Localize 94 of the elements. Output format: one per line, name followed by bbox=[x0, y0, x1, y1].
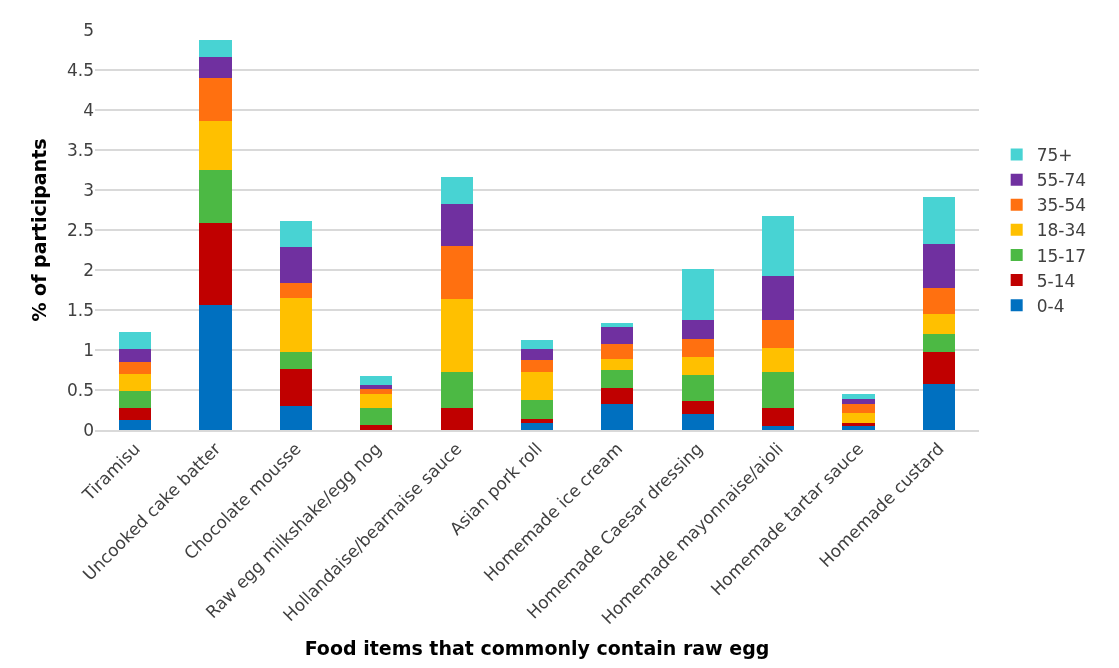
bar bbox=[762, 348, 795, 373]
bar bbox=[762, 426, 795, 430]
y-tick-label: 1.5 bbox=[66, 299, 94, 320]
x-axis-title: Food items that commonly contain raw egg bbox=[304, 637, 770, 660]
legend-label: 75+ bbox=[1036, 145, 1073, 166]
bar bbox=[681, 320, 714, 339]
bar bbox=[520, 340, 554, 350]
y-tick-label: 2 bbox=[83, 259, 94, 280]
bar bbox=[842, 413, 875, 423]
bar bbox=[440, 407, 473, 430]
bar bbox=[601, 343, 634, 359]
bar bbox=[119, 408, 152, 421]
bar bbox=[520, 360, 554, 373]
bar bbox=[279, 406, 312, 430]
bar bbox=[681, 401, 714, 414]
bar bbox=[520, 399, 554, 419]
y-axis-title: % of participants bbox=[27, 138, 50, 322]
bar bbox=[279, 369, 312, 406]
bar bbox=[119, 331, 152, 350]
bar bbox=[279, 351, 312, 370]
y-tick-label: 4 bbox=[83, 99, 94, 120]
bar bbox=[199, 222, 232, 306]
bar bbox=[440, 371, 473, 408]
bar bbox=[762, 319, 795, 349]
bar bbox=[601, 370, 634, 388]
bar bbox=[922, 383, 955, 430]
bar bbox=[199, 305, 232, 430]
bar bbox=[681, 269, 714, 321]
bar bbox=[601, 326, 634, 344]
bar bbox=[199, 57, 232, 78]
bar bbox=[681, 374, 714, 402]
bar bbox=[520, 349, 554, 361]
y-tick-label: 3.5 bbox=[66, 139, 94, 160]
bar bbox=[520, 372, 554, 400]
bar bbox=[279, 282, 312, 298]
legend-label: 35-54 bbox=[1036, 195, 1087, 216]
bar bbox=[842, 398, 875, 405]
bar bbox=[922, 288, 955, 314]
bar bbox=[119, 420, 152, 430]
legend-label: 15-17 bbox=[1036, 245, 1087, 266]
legend-label: 5-14 bbox=[1036, 270, 1076, 291]
bar bbox=[601, 358, 634, 370]
y-tick-label: 2.5 bbox=[66, 219, 94, 240]
bar bbox=[520, 422, 554, 430]
bar bbox=[842, 394, 875, 399]
legend-label: 18-34 bbox=[1036, 220, 1087, 241]
bar bbox=[279, 221, 312, 247]
bar bbox=[199, 39, 232, 58]
bar bbox=[681, 357, 714, 375]
bar bbox=[922, 351, 955, 384]
bar bbox=[360, 394, 393, 408]
bar bbox=[762, 407, 795, 426]
bar bbox=[762, 372, 795, 408]
bar bbox=[681, 338, 714, 358]
bar bbox=[762, 276, 795, 320]
y-tick-label: 3 bbox=[83, 179, 94, 200]
bar bbox=[601, 403, 634, 430]
bar bbox=[119, 374, 152, 391]
bar bbox=[199, 121, 232, 170]
bar bbox=[922, 314, 955, 334]
bar bbox=[440, 298, 473, 372]
legend-label: 0-4 bbox=[1036, 295, 1065, 316]
bar bbox=[199, 78, 232, 122]
y-tick-label: 0.5 bbox=[66, 379, 94, 400]
bar bbox=[279, 298, 312, 352]
bar bbox=[922, 197, 955, 245]
bar bbox=[360, 385, 393, 390]
y-tick-label: 1 bbox=[83, 339, 94, 360]
bar bbox=[842, 404, 875, 414]
bar bbox=[279, 246, 312, 283]
bar bbox=[842, 422, 875, 426]
bar bbox=[360, 389, 393, 394]
bar bbox=[922, 334, 955, 352]
legend-label: 55-74 bbox=[1036, 170, 1087, 191]
bar bbox=[440, 177, 473, 204]
bar bbox=[119, 390, 152, 409]
bar bbox=[360, 407, 393, 426]
bar bbox=[601, 387, 634, 404]
bar bbox=[601, 322, 634, 327]
bar bbox=[842, 426, 875, 430]
y-tick-label: 0 bbox=[83, 419, 94, 440]
bar bbox=[520, 418, 554, 423]
bar bbox=[119, 362, 152, 374]
bar bbox=[440, 203, 473, 246]
y-tick-label: 4.5 bbox=[66, 59, 94, 80]
bar bbox=[360, 376, 393, 386]
bar bbox=[119, 349, 152, 362]
bar bbox=[199, 170, 232, 223]
bar bbox=[762, 216, 795, 277]
bar bbox=[440, 246, 473, 299]
bar bbox=[922, 244, 955, 289]
bar bbox=[681, 414, 714, 430]
y-tick-label: 5 bbox=[83, 19, 94, 40]
bar bbox=[360, 425, 393, 430]
